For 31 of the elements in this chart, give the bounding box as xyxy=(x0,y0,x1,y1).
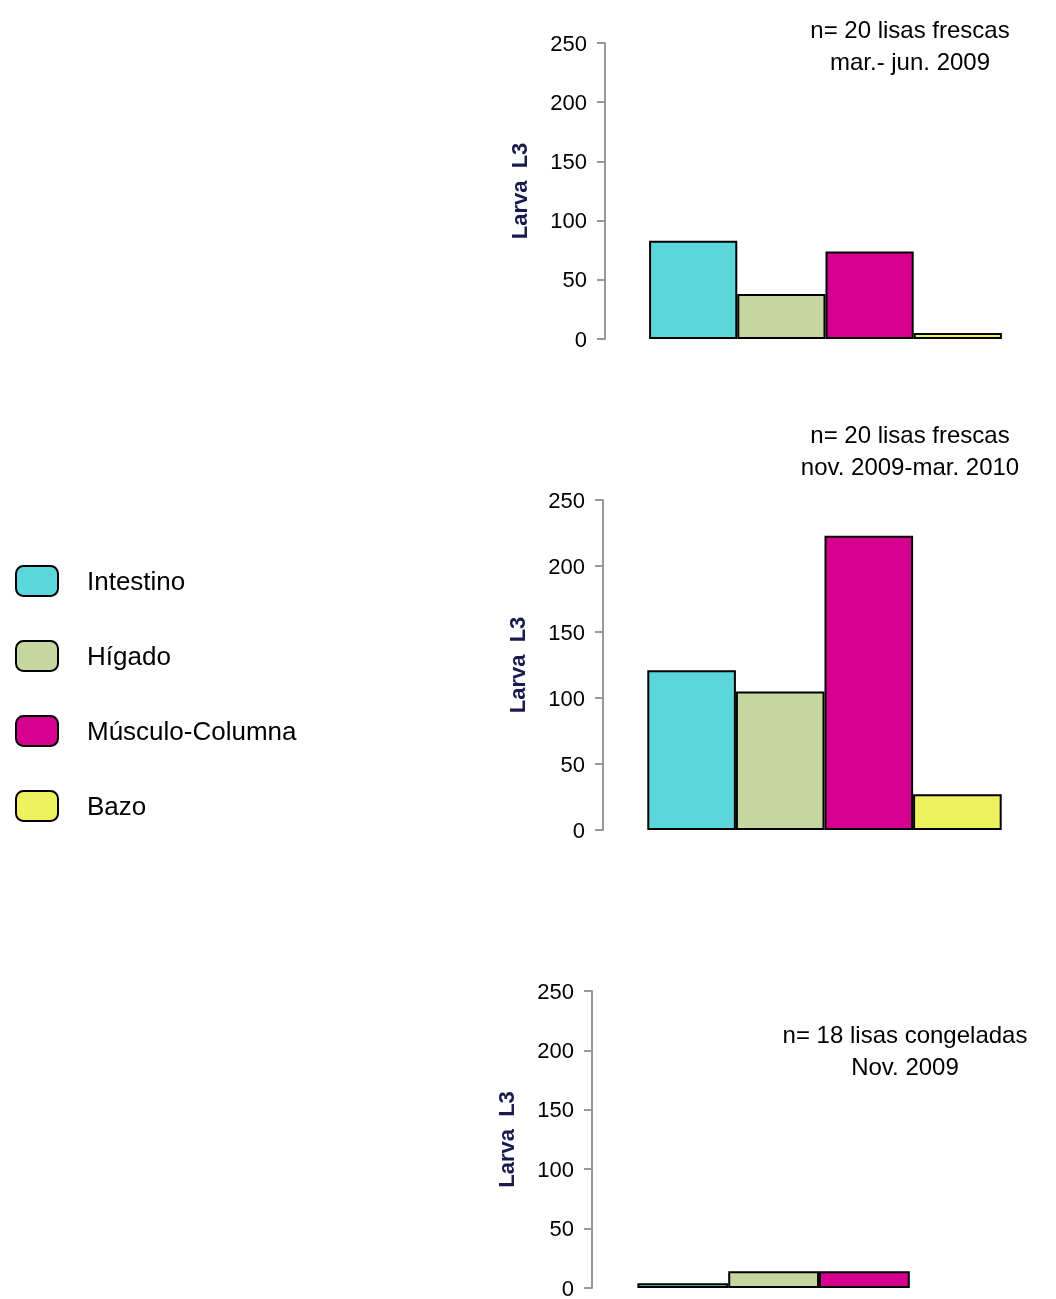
y-tick-label: 50 xyxy=(562,267,587,293)
y-tick-label: 200 xyxy=(550,89,587,115)
chart-title: n= 20 lisas frescas xyxy=(810,15,1010,43)
y-tick-label: 150 xyxy=(550,148,587,174)
chart-title: n= 20 lisas frescas xyxy=(810,420,1010,448)
text: n= 18 lisas congeladas xyxy=(782,1020,1028,1048)
legend-label: Bazo xyxy=(87,791,147,821)
y-tick-label: 200 xyxy=(548,553,585,579)
y-tick-label: 150 xyxy=(537,1097,574,1123)
chart-subtitle: mar.- jun. 2009 xyxy=(829,47,991,75)
y-tick-label: 50 xyxy=(549,1216,574,1242)
y-tick-label: 0 xyxy=(572,817,585,843)
y-tick-label: 100 xyxy=(550,208,587,234)
y-tick-label: 0 xyxy=(561,1275,574,1299)
y-tick-label: 200 xyxy=(537,1037,574,1063)
chart-subtitle: nov. 2009-mar. 2010 xyxy=(800,452,1020,480)
legend-label: Hígado xyxy=(87,641,171,671)
y-axis-title: Larva L3 xyxy=(504,616,530,714)
y-axis-title: Larva L3 xyxy=(493,1091,519,1188)
y-tick-label: 150 xyxy=(548,619,585,645)
legend-label: Intestino xyxy=(87,566,186,596)
y-tick-label: 100 xyxy=(537,1156,574,1182)
y-tick-label: 250 xyxy=(548,487,585,513)
y-tick-label: 250 xyxy=(537,978,574,1004)
y-tick-label: 50 xyxy=(560,751,585,777)
y-tick-label: 100 xyxy=(548,685,585,711)
y-axis-title: Larva L3 xyxy=(506,142,532,240)
text: Nov. 2009 xyxy=(851,1052,959,1080)
legend-label: Músculo-Columna xyxy=(87,716,298,746)
y-tick-label: 250 xyxy=(550,30,587,56)
y-tick-label: 0 xyxy=(574,326,587,352)
